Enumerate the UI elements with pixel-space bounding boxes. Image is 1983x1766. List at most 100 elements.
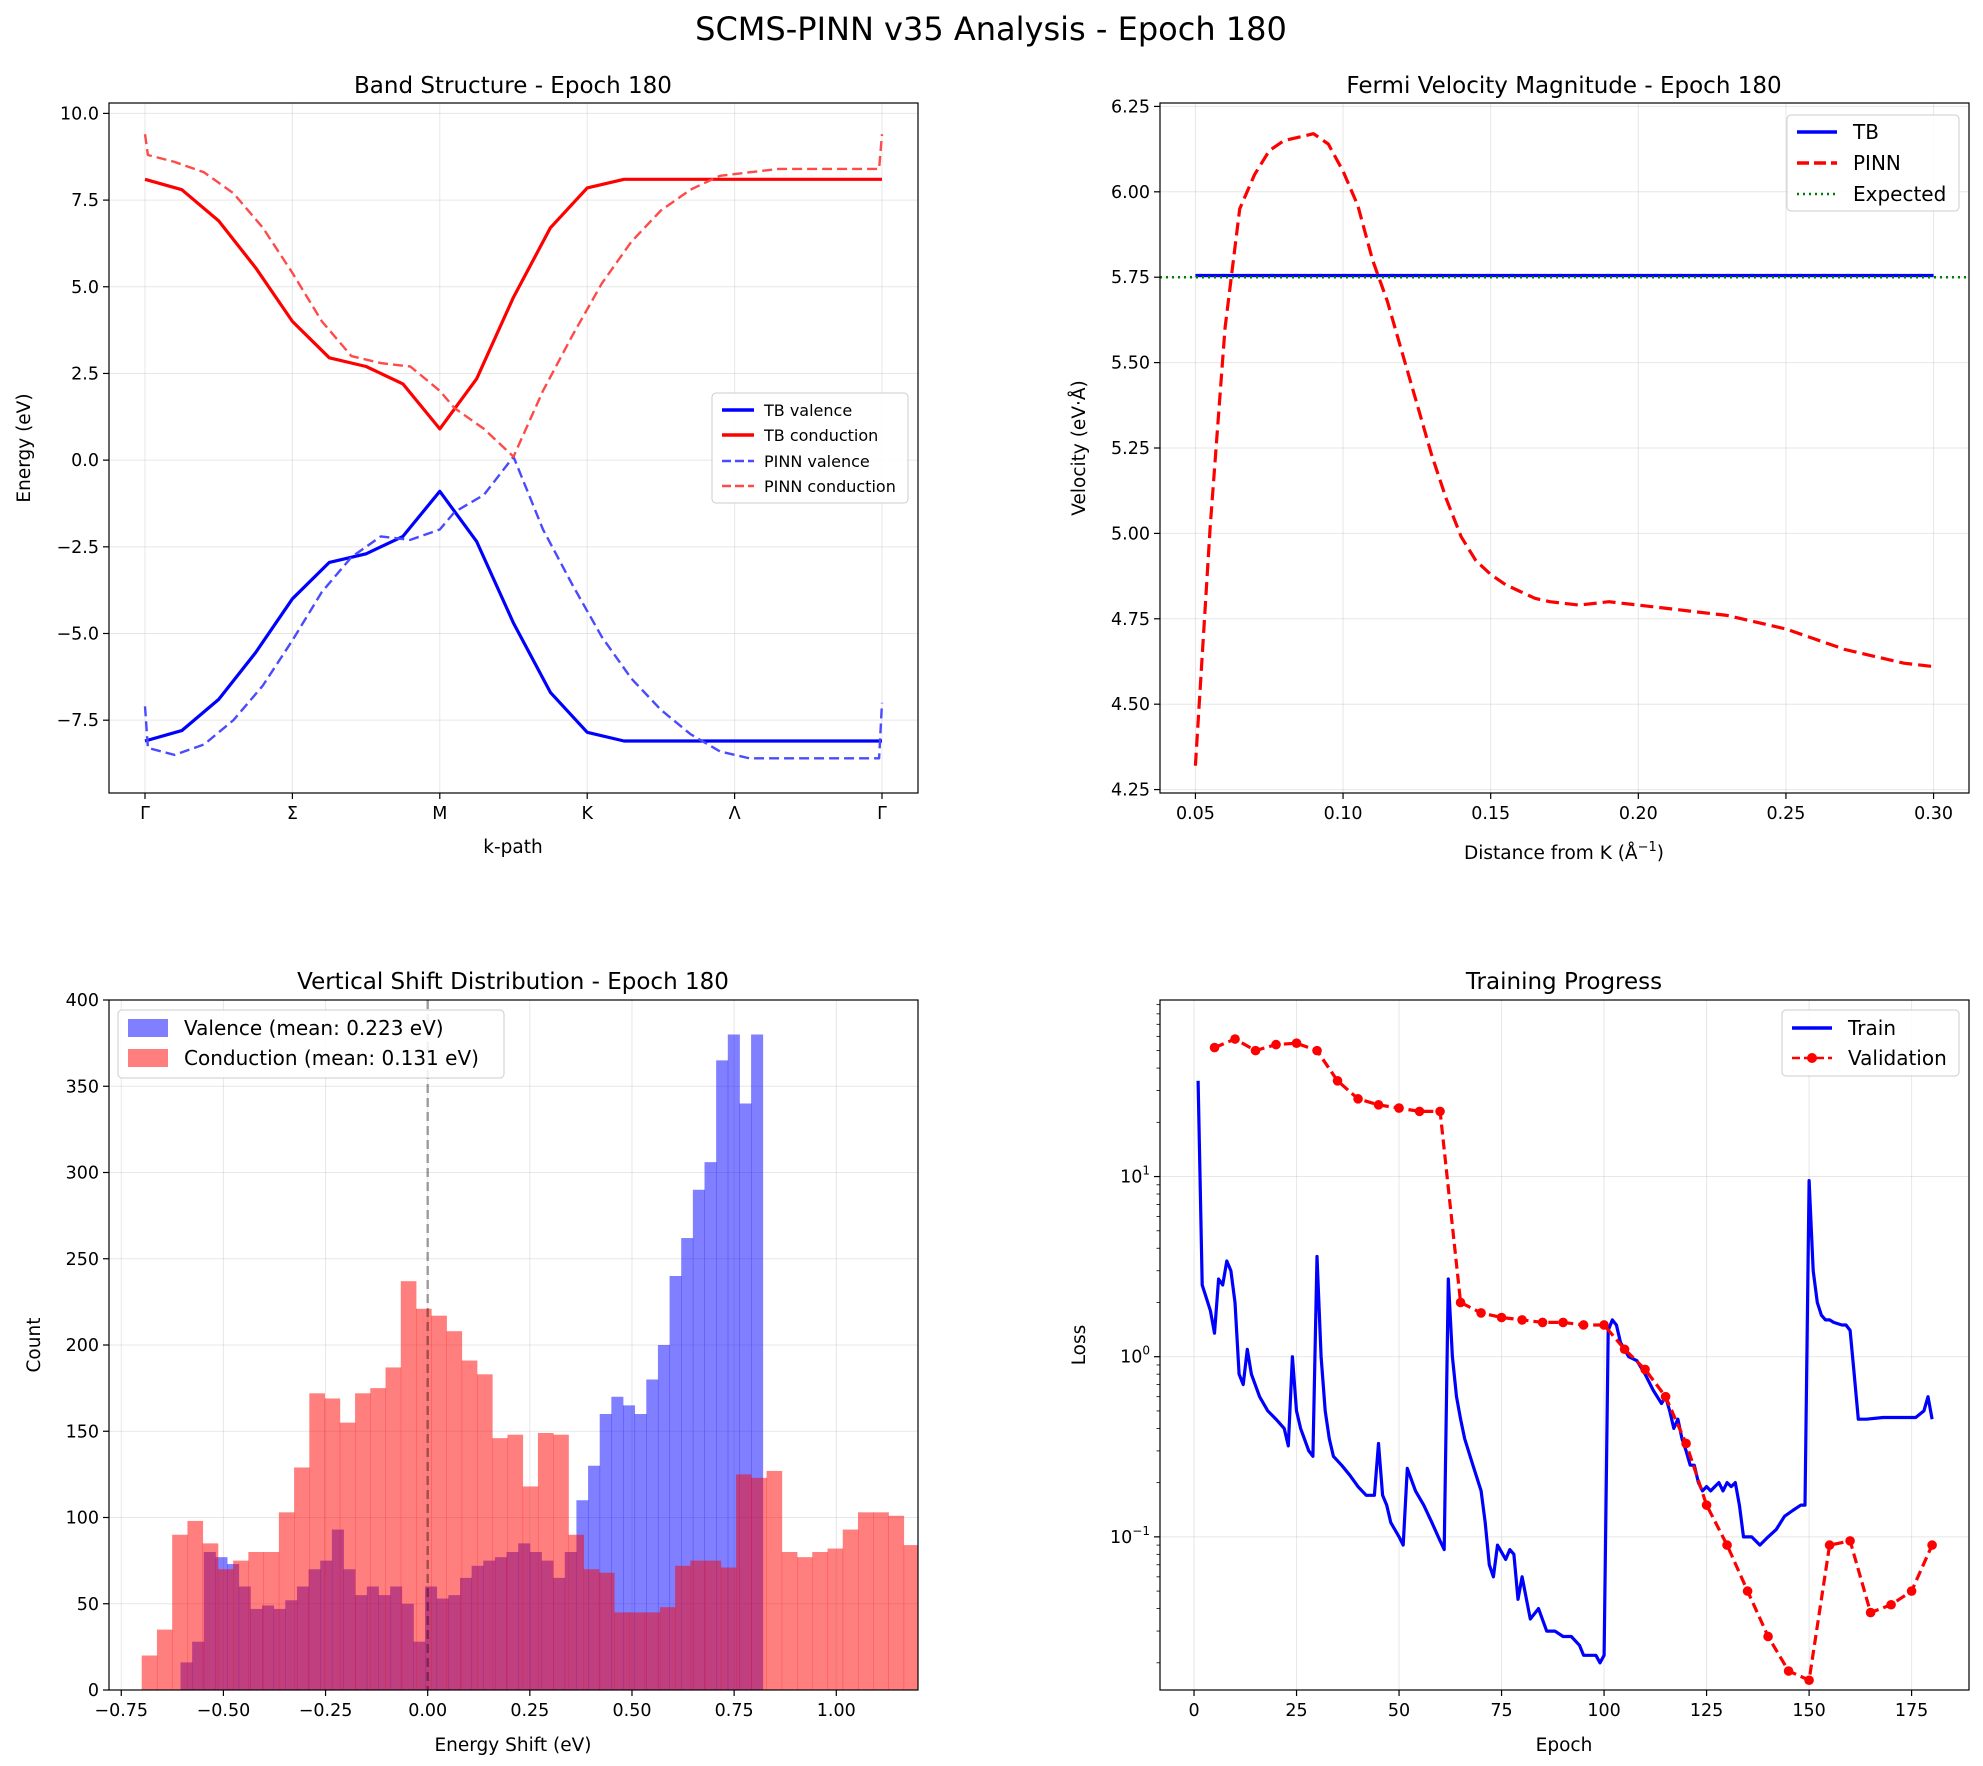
band-xtick-label-2: M xyxy=(432,804,447,824)
hist-xtick-label-2: −0.25 xyxy=(299,1701,353,1721)
hist-xtick-label-4: 0.25 xyxy=(510,1701,549,1721)
train-marker-validation-13 xyxy=(1476,1308,1486,1318)
train-marker-validation-27 xyxy=(1763,1631,1773,1642)
train-legend-label-validation: Validation xyxy=(1848,1046,1947,1070)
train-marker-validation-22 xyxy=(1660,1391,1671,1402)
hist-ytick-label-3: 150 xyxy=(66,1422,99,1442)
hist-bar-conduction-39 xyxy=(736,1474,752,1690)
hist-bar-conduction-8 xyxy=(263,1552,280,1690)
band-ticks: Γ Σ M K Λ Γ 10.0 7.5 5.0 2.5 0.0 −2.5 −5.0 −7.5 xyxy=(57,104,888,824)
hist-bar-conduction-23 xyxy=(492,1438,508,1690)
hist-bar-conduction-41 xyxy=(766,1470,783,1690)
fermi-xlabel-end: ) xyxy=(1657,843,1664,864)
train-ytick-label-1: 100 xyxy=(1120,1344,1150,1368)
hist-bar-conduction-47 xyxy=(857,1512,874,1690)
band-legend: TB valence TB conduction PINN valence PI… xyxy=(711,392,909,504)
fermi-plot-area xyxy=(1160,132,1969,766)
hist-bar-conduction-35 xyxy=(675,1565,691,1690)
train-marker-validation-12 xyxy=(1455,1297,1466,1308)
band-ytick-label-4: 0.0 xyxy=(71,451,99,471)
band-legend-label-tb-valence: TB valence xyxy=(763,401,852,420)
train-xtick-label-6: 150 xyxy=(1792,1701,1825,1721)
train-marker-validation-20 xyxy=(1619,1344,1630,1355)
fermi-ytick-label-2: 4.75 xyxy=(1111,610,1150,630)
hist-ytick-label-8: 400 xyxy=(66,991,99,1011)
train-marker-validation-19 xyxy=(1599,1320,1609,1330)
hist-ytick-label-6: 300 xyxy=(66,1164,99,1184)
band-ytick-label-6: −5.0 xyxy=(57,625,100,645)
hist-bar-conduction-6 xyxy=(233,1560,249,1690)
fermi-ytick-label-0: 4.25 xyxy=(1111,781,1150,801)
train-marker-validation-25 xyxy=(1722,1540,1732,1550)
fermi-velocity-panel: 0.05 0.10 0.15 0.20 0.25 0.30 4.25 4.50 4.75 5.00… xyxy=(1068,73,1970,864)
hist-legend-swatch-valence xyxy=(128,1019,168,1037)
hist-bar-conduction-45 xyxy=(827,1548,844,1690)
band-legend-frame xyxy=(711,392,909,504)
train-marker-validation-9 xyxy=(1394,1103,1404,1113)
hist-bar-conduction-29 xyxy=(583,1569,600,1690)
hist-bar-valence-41 xyxy=(657,1345,670,1690)
fermi-ytick-label-6: 5.75 xyxy=(1111,268,1150,288)
band-ytick-label-1: 7.5 xyxy=(71,191,99,211)
hist-bar-conduction-12 xyxy=(324,1398,341,1690)
train-series-validation xyxy=(1213,1037,1934,1682)
hist-ticks: −0.75 −0.50 −0.25 0.00 0.25 0.50 0.75 1.00 0 50 10… xyxy=(66,991,856,1721)
band-ytick-label-5: −2.5 xyxy=(57,538,100,558)
hist-bar-conduction-0 xyxy=(141,1655,158,1690)
fermi-legend-frame xyxy=(1786,114,1960,212)
train-xtick-label-1: 25 xyxy=(1285,1701,1307,1721)
train-marker-validation-14 xyxy=(1496,1312,1507,1323)
train-marker-validation-21 xyxy=(1640,1364,1650,1375)
train-marker-validation-23 xyxy=(1681,1438,1691,1449)
hist-bar-conduction-20 xyxy=(446,1331,463,1690)
hist-ylabel: Count xyxy=(24,1318,45,1373)
hist-bar-conduction-46 xyxy=(842,1529,859,1690)
train-marker-validation-16 xyxy=(1537,1317,1548,1328)
hist-bar-conduction-11 xyxy=(309,1393,325,1690)
band-title: Band Structure - Epoch 180 xyxy=(354,73,672,99)
hist-bar-conduction-40 xyxy=(751,1477,767,1690)
hist-bar-conduction-15 xyxy=(370,1388,386,1690)
fermi-legend: TB PINN Expected xyxy=(1786,114,1960,212)
hist-bar-conduction-22 xyxy=(476,1374,493,1690)
hist-bar-conduction-38 xyxy=(720,1567,737,1690)
band-ytick-label-3: 2.5 xyxy=(71,364,99,384)
band-structure-panel: Γ Σ M K Λ Γ 10.0 7.5 5.0 2.5 0.0 −2.5 −5.0 −7.5 Band … xyxy=(14,73,919,858)
band-legend-label-pinn-conduction: PINN conduction xyxy=(764,477,896,496)
band-ytick-label-7: −7.5 xyxy=(57,711,100,731)
band-xtick-label-3: K xyxy=(581,804,593,824)
fermi-grid xyxy=(1160,103,1969,793)
train-marker-validation-31 xyxy=(1845,1536,1855,1546)
hist-xlabel: Energy Shift (eV) xyxy=(434,1735,591,1756)
band-series-tb-valence xyxy=(144,489,882,743)
train-marker-validation-24 xyxy=(1701,1500,1712,1510)
train-xlabel: Epoch xyxy=(1536,1735,1593,1756)
train-marker-validation-4 xyxy=(1291,1038,1302,1048)
train-marker-validation-7 xyxy=(1353,1094,1363,1104)
hist-bar-conduction-5 xyxy=(217,1569,234,1690)
train-marker-validation-15 xyxy=(1517,1315,1527,1325)
fermi-ytick-label-1: 4.50 xyxy=(1111,695,1150,715)
fermi-xlabel-sup: −1 xyxy=(1638,840,1657,855)
fermi-xtick-label-0: 0.05 xyxy=(1176,804,1215,824)
fermi-ytick-label-5: 5.50 xyxy=(1111,354,1150,374)
hist-bar-conduction-2 xyxy=(172,1534,188,1690)
band-legend-label-tb-conduction: TB conduction xyxy=(763,426,878,445)
fermi-axes-frame xyxy=(1159,102,1970,794)
fermi-legend-label-tb: TB xyxy=(1852,120,1879,144)
hist-legend: Valence (mean: 0.223 eV) Conduction (mea… xyxy=(117,1009,505,1079)
hist-bar-conduction-10 xyxy=(294,1467,310,1690)
band-plot-area xyxy=(143,134,884,760)
hist-bar-conduction-14 xyxy=(355,1393,371,1690)
band-ytick-label-0: 10.0 xyxy=(60,104,99,124)
fermi-ticks: 0.05 0.10 0.15 0.20 0.25 0.30 4.25 4.50 4.75 5.00… xyxy=(1111,97,1953,824)
train-marker-validation-17 xyxy=(1558,1317,1568,1328)
train-series-train xyxy=(1196,1080,1934,1665)
fermi-xtick-label-2: 0.15 xyxy=(1471,804,1510,824)
train-xtick-label-5: 125 xyxy=(1690,1701,1723,1721)
fermi-xtick-label-5: 0.30 xyxy=(1914,804,1953,824)
hist-bar-conduction-17 xyxy=(400,1281,417,1690)
hist-xtick-label-7: 1.00 xyxy=(817,1701,856,1721)
band-legend-label-pinn-valence: PINN valence xyxy=(764,452,870,471)
